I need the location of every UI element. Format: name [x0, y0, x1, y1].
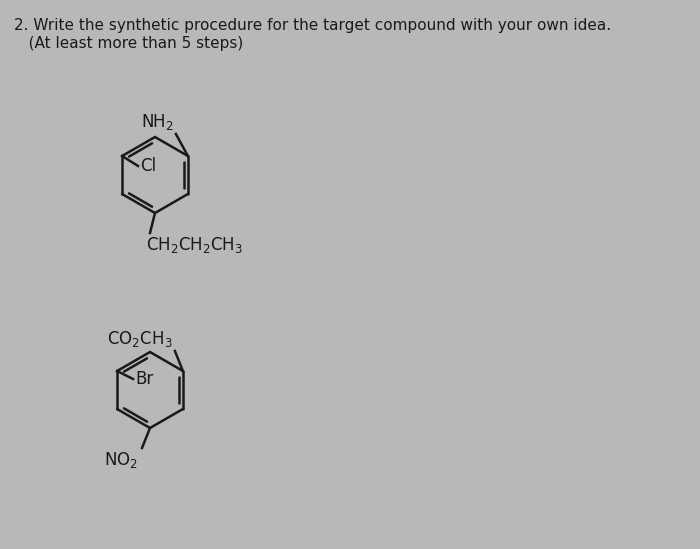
- Text: 2. Write the synthetic procedure for the target compound with your own idea.: 2. Write the synthetic procedure for the…: [14, 18, 611, 33]
- Text: NH$_2$: NH$_2$: [141, 112, 174, 132]
- Text: CO$_2$CH$_3$: CO$_2$CH$_3$: [107, 329, 173, 349]
- Text: Br: Br: [135, 370, 153, 388]
- Text: NO$_2$: NO$_2$: [104, 450, 138, 470]
- Text: Cl: Cl: [140, 157, 156, 175]
- Text: (At least more than 5 steps): (At least more than 5 steps): [14, 36, 244, 51]
- Text: CH$_2$CH$_2$CH$_3$: CH$_2$CH$_2$CH$_3$: [146, 235, 243, 255]
